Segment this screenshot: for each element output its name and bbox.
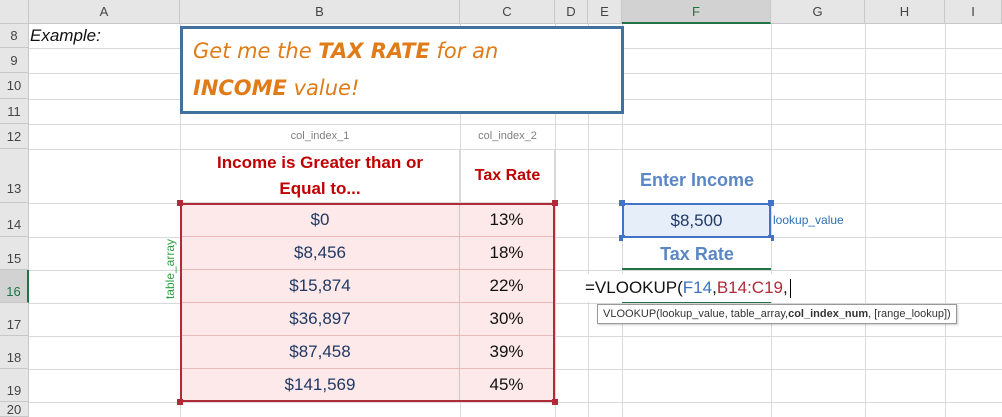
- row-header-15[interactable]: 15: [0, 237, 29, 270]
- row-header-19[interactable]: 19: [0, 369, 29, 402]
- gridline: [588, 24, 589, 417]
- column-header-c[interactable]: C: [460, 0, 555, 24]
- text-cursor: [789, 278, 791, 298]
- col-index-1-label: col_index_1: [290, 130, 350, 142]
- range-handle[interactable]: [768, 200, 774, 206]
- formula-separator: ,: [712, 278, 717, 297]
- row-header-10[interactable]: 10: [0, 73, 29, 99]
- row-header-9[interactable]: 9: [0, 48, 29, 73]
- active-cell-border: [622, 268, 771, 270]
- tooltip-args: lookup_value, table_array,: [659, 308, 789, 320]
- gridline: [555, 24, 556, 417]
- gridline: [29, 402, 1002, 403]
- column-header-i[interactable]: I: [945, 0, 1002, 24]
- income-cell[interactable]: $0: [181, 204, 460, 237]
- row-header-14[interactable]: 14: [0, 203, 29, 237]
- rate-cell[interactable]: 30%: [460, 303, 554, 336]
- column-header-d[interactable]: D: [555, 0, 588, 24]
- income-cell[interactable]: $141,569: [181, 369, 460, 401]
- row-header-16[interactable]: 16: [0, 270, 29, 303]
- range-handle[interactable]: [552, 200, 558, 206]
- column-header-f[interactable]: F: [622, 0, 771, 24]
- formula-ref-table: B14:C19: [716, 278, 783, 297]
- income-cell[interactable]: $87,458: [181, 336, 460, 369]
- tooltip-current-arg: col_index_num: [788, 308, 869, 320]
- active-cell-border: [622, 301, 771, 303]
- title-bold-text: TAX RATE: [318, 39, 430, 63]
- example-label: Example:: [30, 26, 101, 45]
- title-line-1: Get me the TAX RATE for an: [193, 39, 498, 63]
- gridline: [945, 24, 946, 417]
- range-handle[interactable]: [768, 235, 774, 241]
- table-header-income[interactable]: Income is Greater than or Equal to...: [180, 149, 460, 203]
- gridline: [29, 124, 1002, 125]
- table-header-tax-rate[interactable]: Tax Rate: [460, 149, 555, 203]
- row-header-11[interactable]: 11: [0, 99, 29, 124]
- title-text: value!: [286, 76, 360, 100]
- row-header-12[interactable]: 12: [0, 124, 29, 149]
- column-header-h[interactable]: H: [865, 0, 945, 24]
- tax-rate-label[interactable]: Tax Rate: [623, 238, 771, 270]
- range-handle[interactable]: [177, 399, 183, 405]
- col-index-2-label: col_index_2: [478, 130, 537, 142]
- lookup-value-label: lookup_value: [773, 213, 844, 227]
- income-cell[interactable]: $15,874: [181, 270, 460, 303]
- function-argument-tooltip[interactable]: VLOOKUP(lookup_value, table_array, col_i…: [597, 304, 957, 324]
- enter-income-label[interactable]: Enter Income: [623, 150, 771, 203]
- tooltip-function-name[interactable]: VLOOKUP(: [603, 308, 660, 320]
- formula-edit-cell[interactable]: =VLOOKUP(F14, B14:C19,: [585, 274, 799, 302]
- column-header-g[interactable]: G: [771, 0, 865, 24]
- title-text: Get me the: [193, 39, 319, 63]
- column-header-a[interactable]: A: [29, 0, 180, 24]
- rate-cell[interactable]: 45%: [460, 369, 554, 401]
- title-text: for an: [429, 39, 499, 63]
- income-cell[interactable]: $8,456: [181, 237, 460, 270]
- range-handle[interactable]: [619, 235, 625, 241]
- row-header-13[interactable]: 13: [0, 149, 29, 203]
- formula-ref-lookup: F14: [682, 278, 713, 297]
- income-cell[interactable]: $36,897: [181, 303, 460, 336]
- table-array-label: table_array: [163, 238, 177, 300]
- gridline: [771, 24, 772, 417]
- rate-cell[interactable]: 18%: [460, 237, 554, 270]
- row-header-20[interactable]: 20: [0, 402, 29, 417]
- tooltip-args: , [range_lookup]): [868, 308, 951, 320]
- title-line-2: INCOME value!: [193, 76, 359, 100]
- title-bold-text: INCOME: [193, 76, 287, 100]
- range-handle[interactable]: [619, 200, 625, 206]
- range-handle[interactable]: [177, 200, 183, 206]
- select-all-corner[interactable]: [0, 0, 29, 24]
- column-header-bar: A B C D E F G H I: [0, 0, 1002, 24]
- rate-cell[interactable]: 13%: [460, 204, 554, 237]
- row-header-17[interactable]: 17: [0, 303, 29, 336]
- gridline: [865, 24, 866, 417]
- range-handle[interactable]: [552, 399, 558, 405]
- column-header-e[interactable]: E: [588, 0, 622, 24]
- title-textbox[interactable]: Get me the TAX RATE for an INCOME value!: [180, 26, 624, 114]
- row-header-18[interactable]: 18: [0, 336, 29, 369]
- rate-cell[interactable]: 39%: [460, 336, 554, 369]
- formula-function-text: =VLOOKUP(: [585, 278, 683, 297]
- formula-suffix: ,: [783, 278, 788, 297]
- income-input-cell[interactable]: $8,500: [622, 203, 771, 238]
- column-header-b[interactable]: B: [180, 0, 460, 24]
- row-header-8[interactable]: 8: [0, 24, 29, 48]
- rate-cell[interactable]: 22%: [460, 270, 554, 303]
